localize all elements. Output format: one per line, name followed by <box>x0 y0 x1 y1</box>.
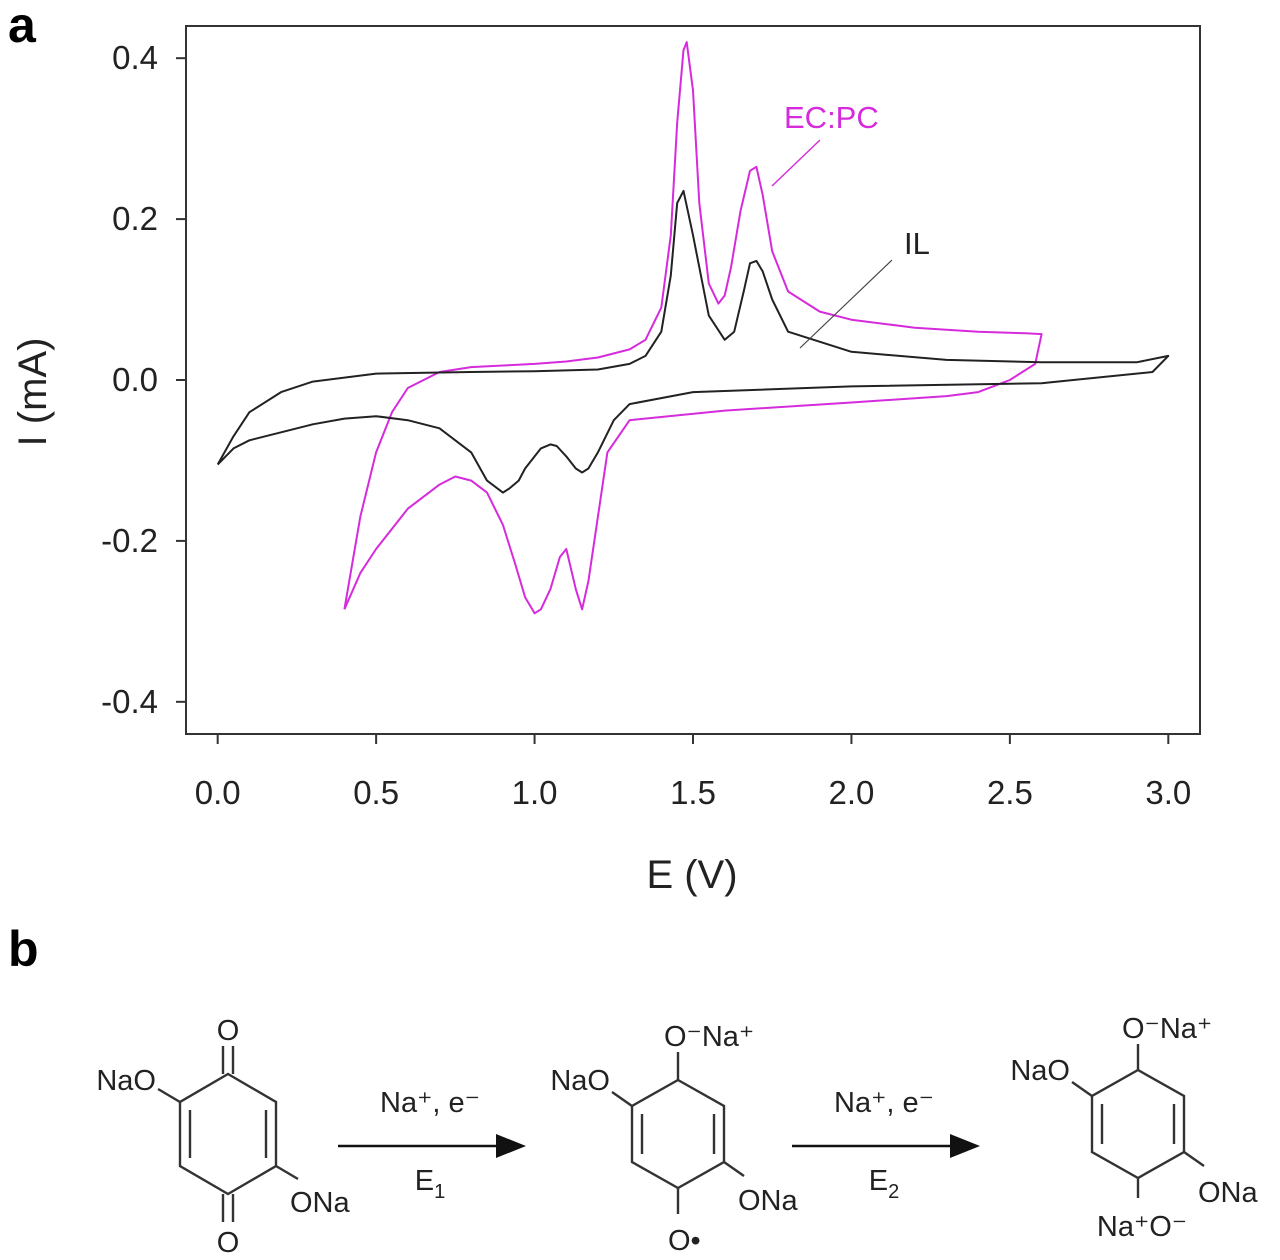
mol2-right-label: ONa <box>738 1185 799 1217</box>
mol3-right-label: ONa <box>1198 1177 1259 1209</box>
molecule-1: O NaO ONa O <box>96 1015 350 1259</box>
mol2-left-label: NaO <box>550 1065 610 1097</box>
reaction-scheme: O NaO ONa O Na⁺, e⁻ E1 O⁻Na⁺ NaO ONa O• <box>96 1013 1258 1259</box>
y-tick-label: 0.4 <box>112 39 158 76</box>
mol3-left-label: NaO <box>1010 1055 1070 1087</box>
y-tick-label: 0.2 <box>112 200 158 237</box>
mol1-top-label: O <box>217 1015 240 1047</box>
molecule-3: O⁻Na⁺ NaO ONa Na⁺O⁻ <box>1010 1013 1258 1243</box>
x-tick-label: 0.5 <box>353 774 399 811</box>
arrow2-potential: E2 <box>869 1165 899 1203</box>
molecule-2: O⁻Na⁺ NaO ONa O• <box>550 1021 798 1257</box>
plot-frame <box>185 25 1201 735</box>
series-line-il <box>216 189 1170 494</box>
cv-chart: 0.0 0.5 1.0 1.5 2.0 2.5 3.0 0.40.20.0-0.2-0.4 … <box>11 25 1201 897</box>
reaction-arrow-1: Na⁺, e⁻ E1 <box>338 1087 526 1203</box>
mol2-top-label: O⁻Na⁺ <box>664 1021 754 1053</box>
y-axis-ticks: 0.4 0.2 0.0 -0.2 -0.4 <box>101 39 186 720</box>
x-tick-label: 2.0 <box>829 774 875 811</box>
series-layer <box>216 41 1170 615</box>
x-tick-label: 2.5 <box>987 774 1033 811</box>
mol3-bottom-label: Na⁺O⁻ <box>1097 1211 1187 1243</box>
arrow2-reagent: Na⁺, e⁻ <box>834 1087 934 1119</box>
panel-a-letter: a <box>8 0 37 53</box>
y-tick-label: -0.4 <box>101 683 158 720</box>
il-annotation: IL <box>904 226 930 261</box>
arrow1-reagent: Na⁺, e⁻ <box>380 1087 480 1119</box>
mol2-bottom-label: O• <box>668 1225 701 1257</box>
mol1-right-label: ONa <box>290 1187 351 1219</box>
panel-b-letter: b <box>8 921 39 977</box>
il-leader-line <box>799 259 893 349</box>
y-axis-title: I (mA) <box>11 338 55 447</box>
ecpc-annotation: EC:PC <box>784 100 879 135</box>
series-line-ec-pc <box>343 41 1043 615</box>
x-axis-ticks: 0.0 0.5 1.0 1.5 2.0 2.5 3.0 <box>195 734 1191 811</box>
y-tick-label: 0.0 <box>112 361 158 398</box>
arrow1-potential: E1 <box>415 1165 445 1203</box>
x-tick-label: 1.0 <box>512 774 558 811</box>
mol1-bottom-label: O <box>217 1227 240 1259</box>
mol3-top-label: O⁻Na⁺ <box>1122 1013 1212 1045</box>
y-tick-label: -0.2 <box>101 522 158 559</box>
mol1-left-label: NaO <box>96 1065 156 1097</box>
x-axis-title: E (V) <box>646 853 737 897</box>
x-tick-label: 3.0 <box>1145 774 1191 811</box>
ecpc-leader-line <box>771 139 821 187</box>
x-tick-label: 0.0 <box>195 774 241 811</box>
x-tick-label: 1.5 <box>670 774 716 811</box>
reaction-arrow-2: Na⁺, e⁻ E2 <box>792 1087 980 1203</box>
